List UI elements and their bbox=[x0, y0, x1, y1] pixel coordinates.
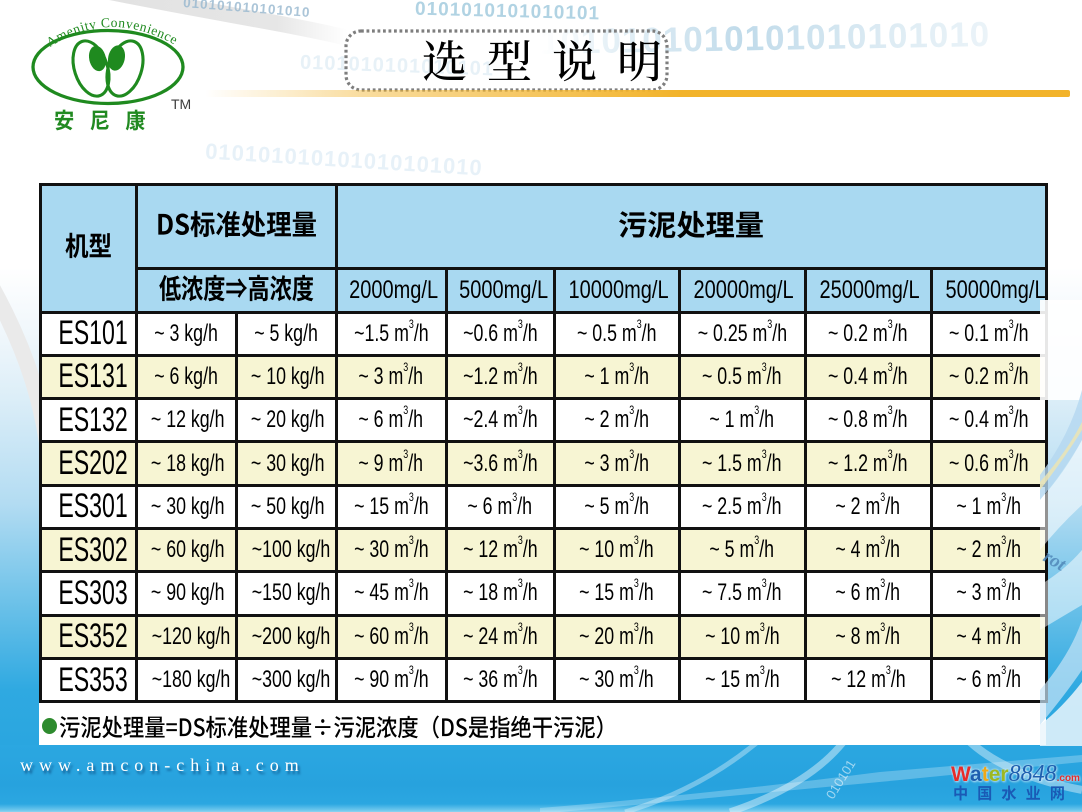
svg-text:TM: TM bbox=[171, 96, 191, 112]
svg-text:Amenity Convenience: Amenity Convenience bbox=[43, 15, 180, 50]
